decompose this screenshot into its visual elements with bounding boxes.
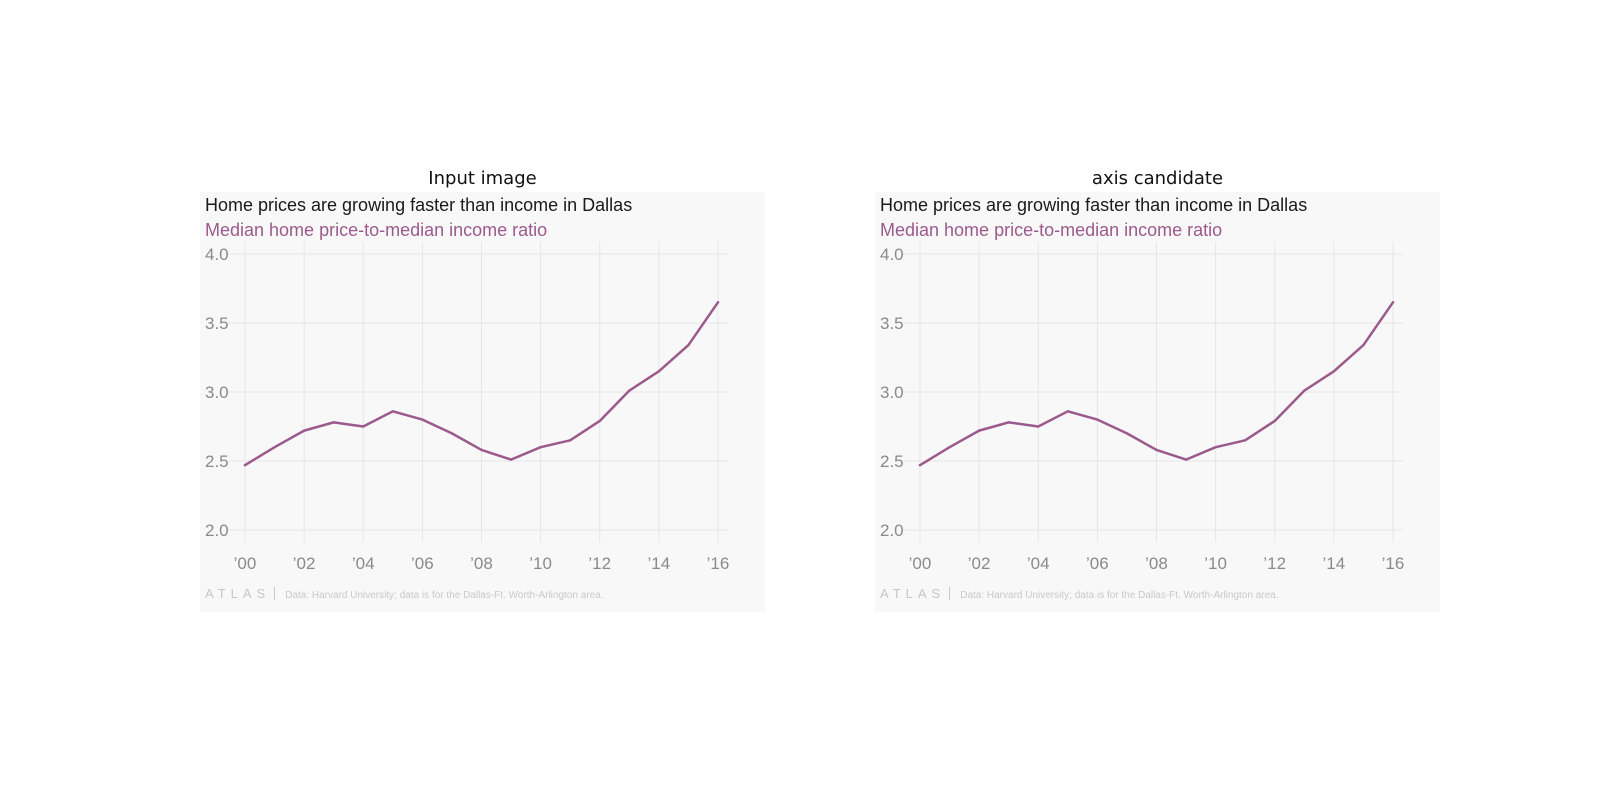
footer-divider: [274, 587, 276, 600]
data-point: [302, 429, 306, 432]
data-point: [1066, 410, 1070, 413]
y-tick-label: 4.0: [205, 245, 229, 264]
chart-subtitle: Median home price-to-median income ratio: [205, 220, 548, 240]
data-point: [1391, 301, 1395, 304]
x-tick-label: ’02: [293, 554, 316, 573]
data-point: [568, 439, 572, 442]
x-tick-label: ’12: [1263, 554, 1286, 573]
x-tick-label: ’08: [470, 554, 493, 573]
x-tick-label: ’16: [707, 554, 730, 573]
data-point: [273, 446, 276, 449]
data-point: [1273, 419, 1276, 423]
panel-title: axis candidate: [1091, 168, 1224, 189]
chart-subtitle: Median home price-to-median income ratio: [880, 220, 1223, 240]
y-tick-label: 3.0: [205, 383, 229, 402]
atlas-logo: ATLAS: [205, 586, 271, 601]
data-point: [539, 446, 542, 449]
x-tick-label: ’16: [1382, 554, 1405, 573]
y-tick-label: 4.0: [880, 245, 904, 264]
data-point: [948, 446, 951, 449]
data-point: [657, 370, 661, 373]
x-tick-label: ’08: [1145, 554, 1168, 573]
data-point: [421, 418, 424, 421]
chart-footer: ATLAS Data: Harvard University; data is f…: [205, 586, 604, 601]
data-point: [1243, 439, 1247, 442]
y-tick-label: 3.5: [205, 314, 229, 333]
data-point: [1125, 432, 1129, 435]
x-tick-label: ’12: [588, 554, 611, 573]
data-point: [1096, 418, 1099, 421]
x-tick-label: ’14: [1323, 554, 1346, 573]
data-point: [362, 425, 365, 428]
data-point: [687, 343, 690, 347]
data-point: [1037, 425, 1040, 428]
data-point: [1214, 446, 1217, 449]
data-point: [450, 432, 454, 435]
data-point: [1303, 389, 1306, 392]
chart-card: Home prices are growing faster than inco…: [200, 192, 765, 612]
atlas-logo: ATLAS: [880, 586, 946, 601]
y-tick-label: 2.5: [880, 452, 904, 471]
data-point: [716, 301, 720, 304]
chart-card: Home prices are growing faster than inco…: [875, 192, 1440, 612]
line-chart: 2.0 2.5 3.0 3.5 4.0 ’00 ’02 ’04 ’06 ’08 ’10 ’12 ’14 ’…: [880, 242, 1405, 573]
x-tick-label: ’10: [1204, 554, 1227, 573]
panel-axis-candidate: axis candidate Home prices are growing f…: [875, 166, 1440, 612]
x-tick-label: ’06: [411, 554, 434, 573]
data-point: [598, 419, 601, 423]
data-point: [1007, 421, 1010, 424]
y-tick-label: 3.0: [880, 383, 904, 402]
x-tick-label: ’00: [909, 554, 932, 573]
y-tick-label: 2.0: [880, 521, 904, 540]
x-tick-label: ’02: [968, 554, 991, 573]
data-point: [509, 458, 513, 461]
x-tick-label: ’06: [1086, 554, 1109, 573]
data-point: [977, 429, 981, 432]
chart-footer: ATLAS Data: Harvard University; data is f…: [880, 586, 1279, 601]
chart-title: Home prices are growing faster than inco…: [205, 195, 633, 215]
chart-title: Home prices are growing faster than inco…: [880, 195, 1308, 215]
data-point: [1155, 448, 1158, 452]
data-point: [391, 410, 395, 413]
data-point: [480, 448, 483, 452]
panel-input-image: Input image Home prices are growing fast…: [200, 166, 765, 612]
data-point: [918, 463, 922, 467]
data-point: [628, 389, 631, 392]
source-note: Data: Harvard University; data is for th…: [285, 590, 604, 601]
y-tick-label: 3.5: [880, 314, 904, 333]
y-tick-label: 2.0: [205, 521, 229, 540]
data-point: [1362, 343, 1365, 347]
data-point: [1332, 370, 1336, 373]
panel-title: Input image: [428, 168, 537, 189]
y-tick-label: 2.5: [205, 452, 229, 471]
x-tick-label: ’04: [1027, 554, 1050, 573]
data-point: [1184, 458, 1188, 461]
source-note: Data: Harvard University; data is for th…: [960, 590, 1279, 601]
footer-divider: [949, 587, 951, 600]
x-tick-label: ’10: [529, 554, 552, 573]
x-tick-label: ’04: [352, 554, 375, 573]
x-tick-label: ’14: [648, 554, 671, 573]
data-point: [332, 421, 335, 424]
line-chart: 2.0 2.5 3.0 3.5 4.0 ’00 ’02 ’04 ’06 ’08 ’10 ’12 ’14 ’…: [205, 242, 730, 573]
data-point: [243, 463, 247, 467]
x-tick-label: ’00: [234, 554, 257, 573]
